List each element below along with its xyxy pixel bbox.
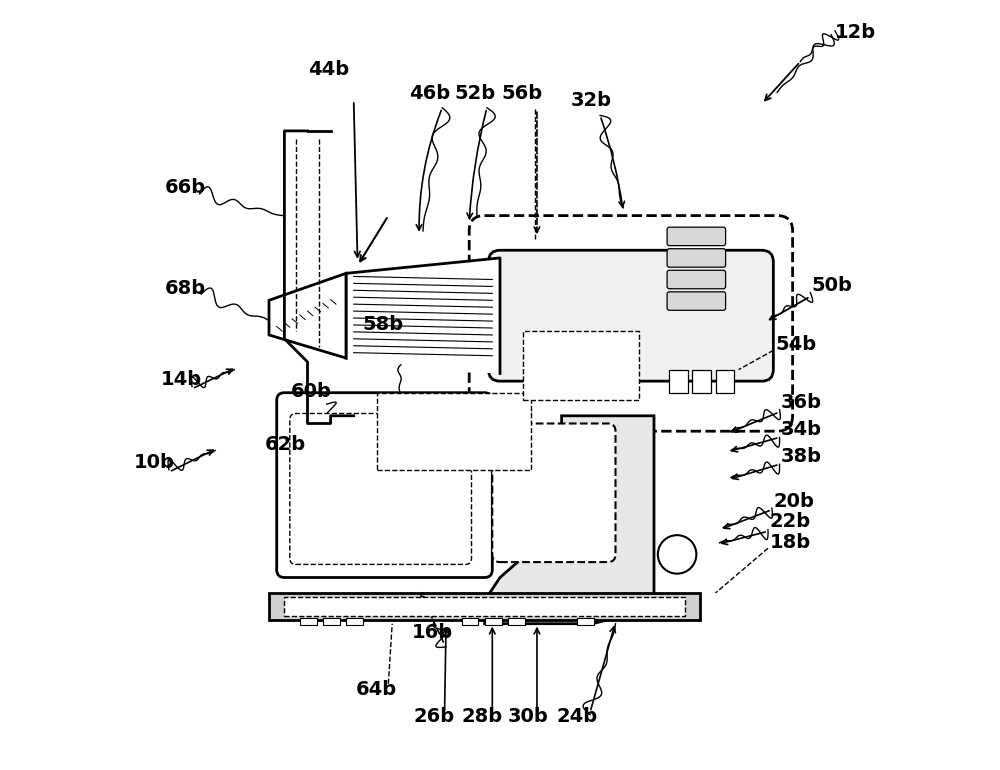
Bar xyxy=(377,393,531,470)
Text: 60b: 60b xyxy=(291,382,331,400)
Bar xyxy=(346,618,363,625)
Polygon shape xyxy=(269,273,346,358)
Text: 16b: 16b xyxy=(412,623,453,641)
FancyBboxPatch shape xyxy=(277,393,492,578)
Text: 24b: 24b xyxy=(556,708,598,726)
FancyBboxPatch shape xyxy=(290,413,472,564)
Bar xyxy=(577,618,594,625)
FancyBboxPatch shape xyxy=(667,227,726,246)
FancyBboxPatch shape xyxy=(667,270,726,289)
Text: 32b: 32b xyxy=(570,92,611,110)
Text: 66b: 66b xyxy=(165,178,206,196)
FancyBboxPatch shape xyxy=(667,292,726,310)
Text: 54b: 54b xyxy=(776,336,817,354)
Text: 62b: 62b xyxy=(265,436,306,454)
Text: 58b: 58b xyxy=(362,315,404,333)
Text: 22b: 22b xyxy=(769,513,811,531)
Polygon shape xyxy=(485,416,654,624)
Text: 64b: 64b xyxy=(356,680,397,698)
Text: 46b: 46b xyxy=(409,84,450,102)
Text: 28b: 28b xyxy=(462,708,503,726)
Bar xyxy=(508,618,525,625)
Text: 34b: 34b xyxy=(781,420,822,439)
Bar xyxy=(669,370,688,393)
FancyBboxPatch shape xyxy=(469,216,793,431)
FancyBboxPatch shape xyxy=(492,424,616,562)
Bar xyxy=(462,618,478,625)
Text: 18b: 18b xyxy=(769,534,811,552)
Text: 10b: 10b xyxy=(134,454,175,472)
Bar xyxy=(523,331,639,400)
Bar xyxy=(300,618,317,625)
Bar xyxy=(716,370,734,393)
Text: 20b: 20b xyxy=(773,492,814,511)
Bar xyxy=(284,597,685,616)
Text: 30b: 30b xyxy=(508,708,549,726)
Text: 38b: 38b xyxy=(781,447,822,466)
Text: 52b: 52b xyxy=(455,84,496,102)
Text: 50b: 50b xyxy=(812,276,853,295)
Text: 70b: 70b xyxy=(492,401,533,420)
Bar xyxy=(692,370,711,393)
Circle shape xyxy=(658,535,696,574)
Text: 36b: 36b xyxy=(781,393,822,412)
Bar xyxy=(323,618,340,625)
FancyBboxPatch shape xyxy=(667,249,726,267)
FancyBboxPatch shape xyxy=(488,250,773,381)
Bar xyxy=(269,593,700,620)
Text: 26b: 26b xyxy=(414,708,455,726)
Text: 68b: 68b xyxy=(165,280,206,298)
Text: 44b: 44b xyxy=(308,61,350,79)
Polygon shape xyxy=(346,258,500,373)
Text: 12b: 12b xyxy=(835,23,876,42)
Bar xyxy=(485,618,502,625)
Text: 56b: 56b xyxy=(501,84,542,102)
Text: 14b: 14b xyxy=(161,370,202,389)
